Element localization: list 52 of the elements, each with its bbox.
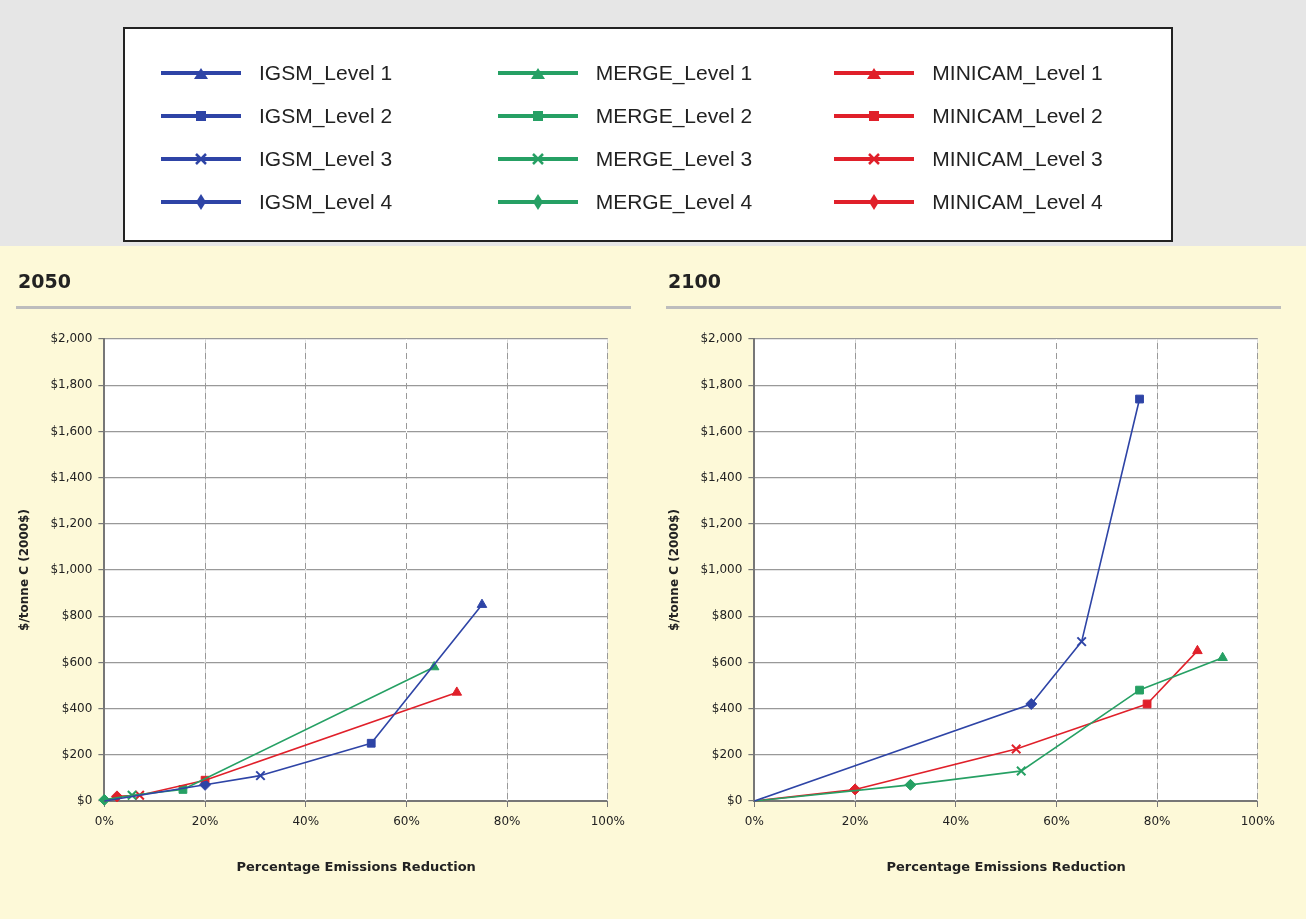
- x-tick-label: 0%: [94, 814, 114, 829]
- y-tick-label: $1,200: [50, 515, 93, 530]
- x-tick-label: 60%: [1043, 814, 1070, 829]
- legend-label: IGSM_Level 2: [259, 103, 393, 128]
- y-tick-label: $1,600: [50, 423, 93, 438]
- legend-label: MINICAM_Level 4: [932, 189, 1103, 214]
- y-axis-title: $/tonne C (2000$): [667, 509, 682, 631]
- legend-label: MINICAM_Level 3: [932, 146, 1103, 171]
- y-tick-label: $600: [711, 654, 743, 669]
- x-tick-label: 80%: [493, 814, 521, 829]
- chart-title: 2050: [18, 270, 72, 294]
- y-tick-label: $1,000: [50, 562, 93, 577]
- x-tick-label: 100%: [1240, 814, 1275, 829]
- y-tick-label: $1,800: [700, 377, 743, 392]
- x-tick-label: 20%: [191, 814, 219, 829]
- y-tick-label: $800: [61, 608, 93, 623]
- legend-label: MERGE_Level 4: [595, 189, 753, 214]
- y-tick-label: $1,000: [700, 562, 743, 577]
- chart-title: 2100: [668, 270, 722, 294]
- x-tick-label: 0%: [744, 814, 764, 829]
- legend-label: MINICAM_Level 2: [932, 103, 1103, 128]
- x-axis-title: Percentage Emissions Reduction: [236, 858, 476, 874]
- legend-label: MERGE_Level 1: [595, 60, 753, 85]
- legend-label: IGSM_Level 3: [259, 146, 393, 171]
- y-tick-label: $200: [61, 746, 93, 761]
- y-tick-label: $0: [77, 793, 93, 808]
- y-tick-label: $1,400: [50, 469, 93, 484]
- y-tick-label: $200: [711, 746, 743, 761]
- y-tick-label: $400: [61, 700, 93, 715]
- x-tick-label: 60%: [393, 814, 420, 829]
- x-tick-label: 40%: [942, 814, 970, 829]
- legend-label: IGSM_Level 4: [259, 189, 393, 214]
- x-tick-label: 80%: [1143, 814, 1171, 829]
- legend-label: MERGE_Level 3: [595, 146, 753, 171]
- y-tick-label: $0: [727, 793, 743, 808]
- y-tick-label: $1,400: [700, 469, 743, 484]
- y-tick-label: $600: [61, 654, 93, 669]
- y-tick-label: $1,800: [50, 377, 93, 392]
- x-tick-label: 40%: [292, 814, 320, 829]
- y-tick-label: $1,200: [700, 515, 743, 530]
- x-axis-title: Percentage Emissions Reduction: [886, 858, 1126, 874]
- x-tick-label: 20%: [841, 814, 869, 829]
- y-tick-label: $2,000: [700, 331, 743, 346]
- y-axis-title: $/tonne C (2000$): [17, 509, 32, 631]
- y-tick-label: $2,000: [50, 331, 93, 346]
- legend-label: IGSM_Level 1: [259, 60, 393, 85]
- legend-label: MINICAM_Level 1: [932, 60, 1103, 85]
- y-tick-label: $800: [711, 608, 743, 623]
- y-tick-label: $400: [711, 700, 743, 715]
- legend-label: MERGE_Level 2: [595, 103, 753, 128]
- x-tick-label: 100%: [590, 814, 625, 829]
- y-tick-label: $1,600: [700, 423, 743, 438]
